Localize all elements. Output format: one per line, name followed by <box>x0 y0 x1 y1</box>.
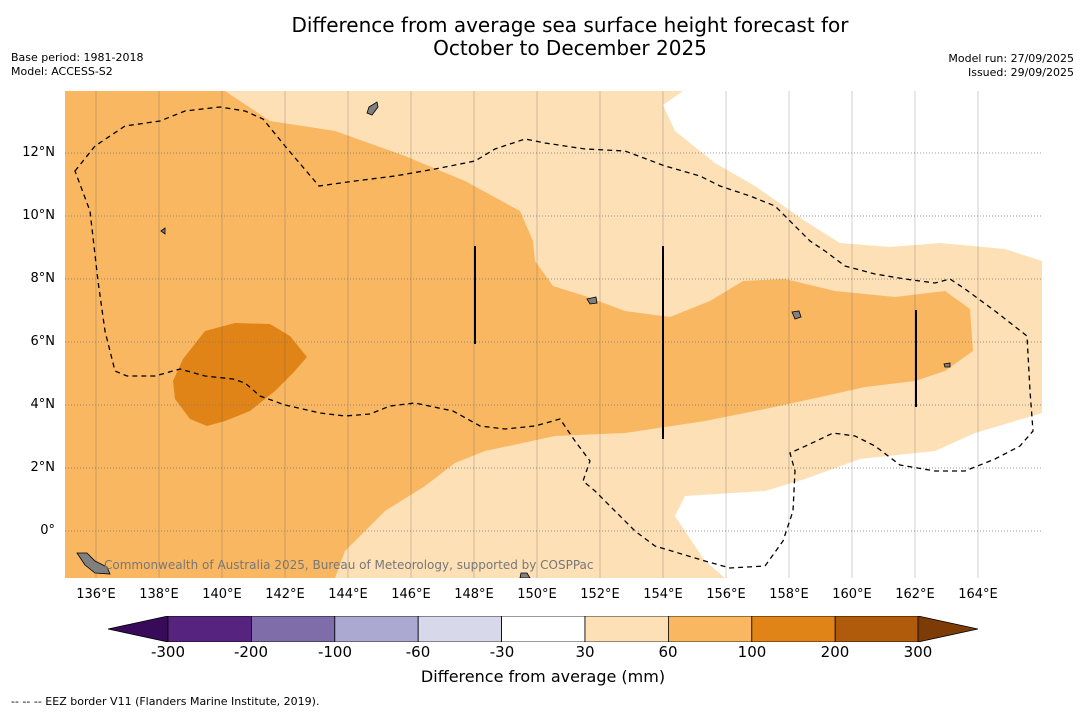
lat-label-0: 0° <box>40 523 55 538</box>
map-svg <box>65 91 1042 578</box>
lat-label-2n: 2°N <box>30 460 56 475</box>
colorbar-over-arrow <box>917 616 978 642</box>
map-panel <box>65 91 1042 578</box>
lon-gridlines <box>95 91 979 578</box>
island-chuuk <box>586 296 598 305</box>
lon-label-148e: 148°E <box>454 587 494 602</box>
lat-gridlines <box>65 152 1042 532</box>
lat-label-10n: 10°N <box>22 208 55 223</box>
island-png <box>76 552 111 575</box>
lon-label-154e: 154°E <box>643 587 683 602</box>
colorbar-swatch-5 <box>501 616 586 642</box>
lat-label-12n: 12°N <box>22 145 55 160</box>
colorbar-label-m60: -60 <box>405 643 431 661</box>
lon-label-140e: 140°E <box>202 587 242 602</box>
lon-label-150e: 150°E <box>517 587 557 602</box>
lat-label-6n: 6°N <box>30 334 56 349</box>
title-line-1: Difference from average sea surface heig… <box>291 13 849 37</box>
colorbar-label-m100: -100 <box>317 643 353 661</box>
colorbar-label-m300: -300 <box>150 643 186 661</box>
contour-100-200 <box>173 323 307 426</box>
eez-border <box>74 106 1034 569</box>
colorbar-swatch-6 <box>584 616 669 642</box>
lat-label-4n: 4°N <box>30 397 56 412</box>
colorbar-label-30: 30 <box>575 643 595 661</box>
issued-date: Issued: 29/09/2025 <box>967 66 1074 79</box>
colorbar-label-200: 200 <box>820 643 850 661</box>
lon-label-158e: 158°E <box>769 587 809 602</box>
colorbar-label-60: 60 <box>658 643 678 661</box>
island-pohnpei <box>791 310 802 320</box>
colorbar-under-arrow <box>108 616 169 642</box>
colorbar-swatch-4 <box>417 616 503 642</box>
marker-lines <box>474 246 917 439</box>
colorbar-swatch-2 <box>250 616 336 642</box>
chart-title: Difference from average sea surface heig… <box>170 14 970 60</box>
island-bougainville <box>519 572 531 578</box>
lon-label-162e: 162°E <box>895 587 935 602</box>
meta-left: Base period: 1981-2018 Model: ACCESS-S2 <box>11 51 143 79</box>
colorbar-swatch-7 <box>668 616 753 642</box>
land-islands <box>76 101 951 578</box>
colorbar-swatch-3 <box>334 616 419 642</box>
title-line-2: October to December 2025 <box>433 36 707 60</box>
colorbar-title: Difference from average (mm) <box>420 667 666 686</box>
island-yap <box>160 227 166 235</box>
lon-label-142e: 142°E <box>265 587 305 602</box>
meta-right: Model run: 27/09/2025 Issued: 29/09/2025 <box>948 52 1074 80</box>
island-guam <box>366 101 379 116</box>
lon-label-146e: 146°E <box>391 587 431 602</box>
lon-label-164e: 164°E <box>958 587 998 602</box>
lon-label-156e: 156°E <box>706 587 746 602</box>
colorbar-label-m30: -30 <box>489 643 515 661</box>
colorbar-swatch-9 <box>834 616 920 642</box>
model-run: Model run: 27/09/2025 <box>948 52 1074 65</box>
lon-label-136e: 136°E <box>76 587 116 602</box>
colorbar-swatch-1 <box>167 616 252 642</box>
contour-60-100 <box>65 91 973 578</box>
base-period: Base period: 1981-2018 <box>11 51 144 64</box>
colorbar-label-100: 100 <box>737 643 767 661</box>
eez-footnote: -- -- -- EEZ border V11 (Flanders Marine… <box>11 695 320 708</box>
colorbar-swatch-8 <box>751 616 836 642</box>
lon-label-152e: 152°E <box>580 587 620 602</box>
model-name: Model: ACCESS-S2 <box>11 65 113 78</box>
island-kosrae <box>943 362 951 368</box>
colorbar <box>108 616 978 642</box>
lon-label-138e: 138°E <box>139 587 179 602</box>
map-credit: Commonwealth of Australia 2025, Bureau o… <box>104 558 594 572</box>
lon-label-144e: 144°E <box>328 587 368 602</box>
lon-label-160e: 160°E <box>832 587 872 602</box>
lat-label-8n: 8°N <box>30 271 56 286</box>
colorbar-label-300: 300 <box>903 643 933 661</box>
colorbar-label-m200: -200 <box>233 643 269 661</box>
